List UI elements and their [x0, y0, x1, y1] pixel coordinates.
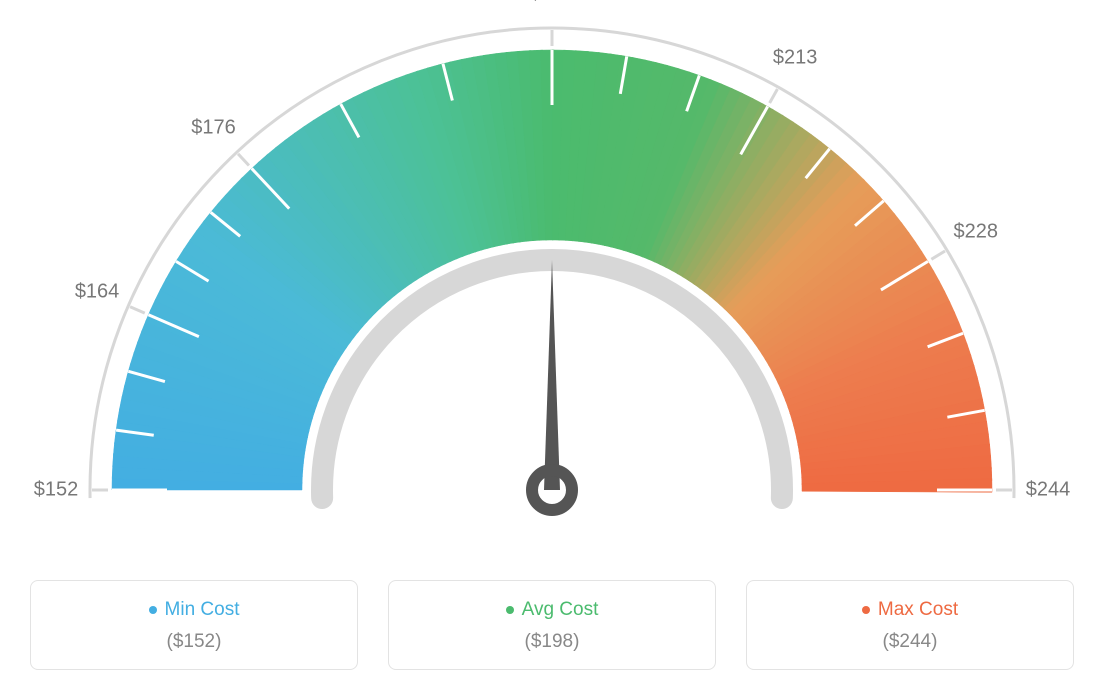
legend-value: ($244) — [757, 631, 1063, 653]
legend-row: Min Cost ($152) Avg Cost ($198) Max Cost ($24… — [0, 580, 1104, 670]
legend-label: Avg Cost — [522, 599, 599, 621]
legend-title: Avg Cost — [506, 599, 599, 621]
gauge-svg — [0, 0, 1104, 560]
legend-card: Avg Cost ($198) — [388, 580, 716, 670]
legend-dot-icon — [506, 606, 514, 614]
legend-card: Min Cost ($152) — [30, 580, 358, 670]
legend-title: Max Cost — [862, 599, 958, 621]
gauge-needle — [544, 260, 560, 490]
legend-label: Max Cost — [878, 599, 958, 621]
gauge-tick-label: $152 — [34, 479, 79, 502]
legend-label: Min Cost — [165, 599, 240, 621]
legend-value: ($198) — [399, 631, 705, 653]
gauge-tick-label: $244 — [1026, 479, 1071, 502]
gauge-tick-label: $213 — [773, 46, 818, 69]
legend-card: Max Cost ($244) — [746, 580, 1074, 670]
gauge-tick-label: $228 — [954, 221, 999, 244]
legend-value: ($152) — [41, 631, 347, 653]
gauge-tick-label: $176 — [191, 116, 236, 139]
legend-title: Min Cost — [149, 599, 240, 621]
gauge-tick-label: $198 — [530, 0, 575, 6]
legend-dot-icon — [149, 606, 157, 614]
gauge-tick-label: $164 — [75, 281, 120, 304]
gauge-container: $152 $164 $176 $198 $213 $228 $244 — [0, 0, 1104, 560]
legend-dot-icon — [862, 606, 870, 614]
